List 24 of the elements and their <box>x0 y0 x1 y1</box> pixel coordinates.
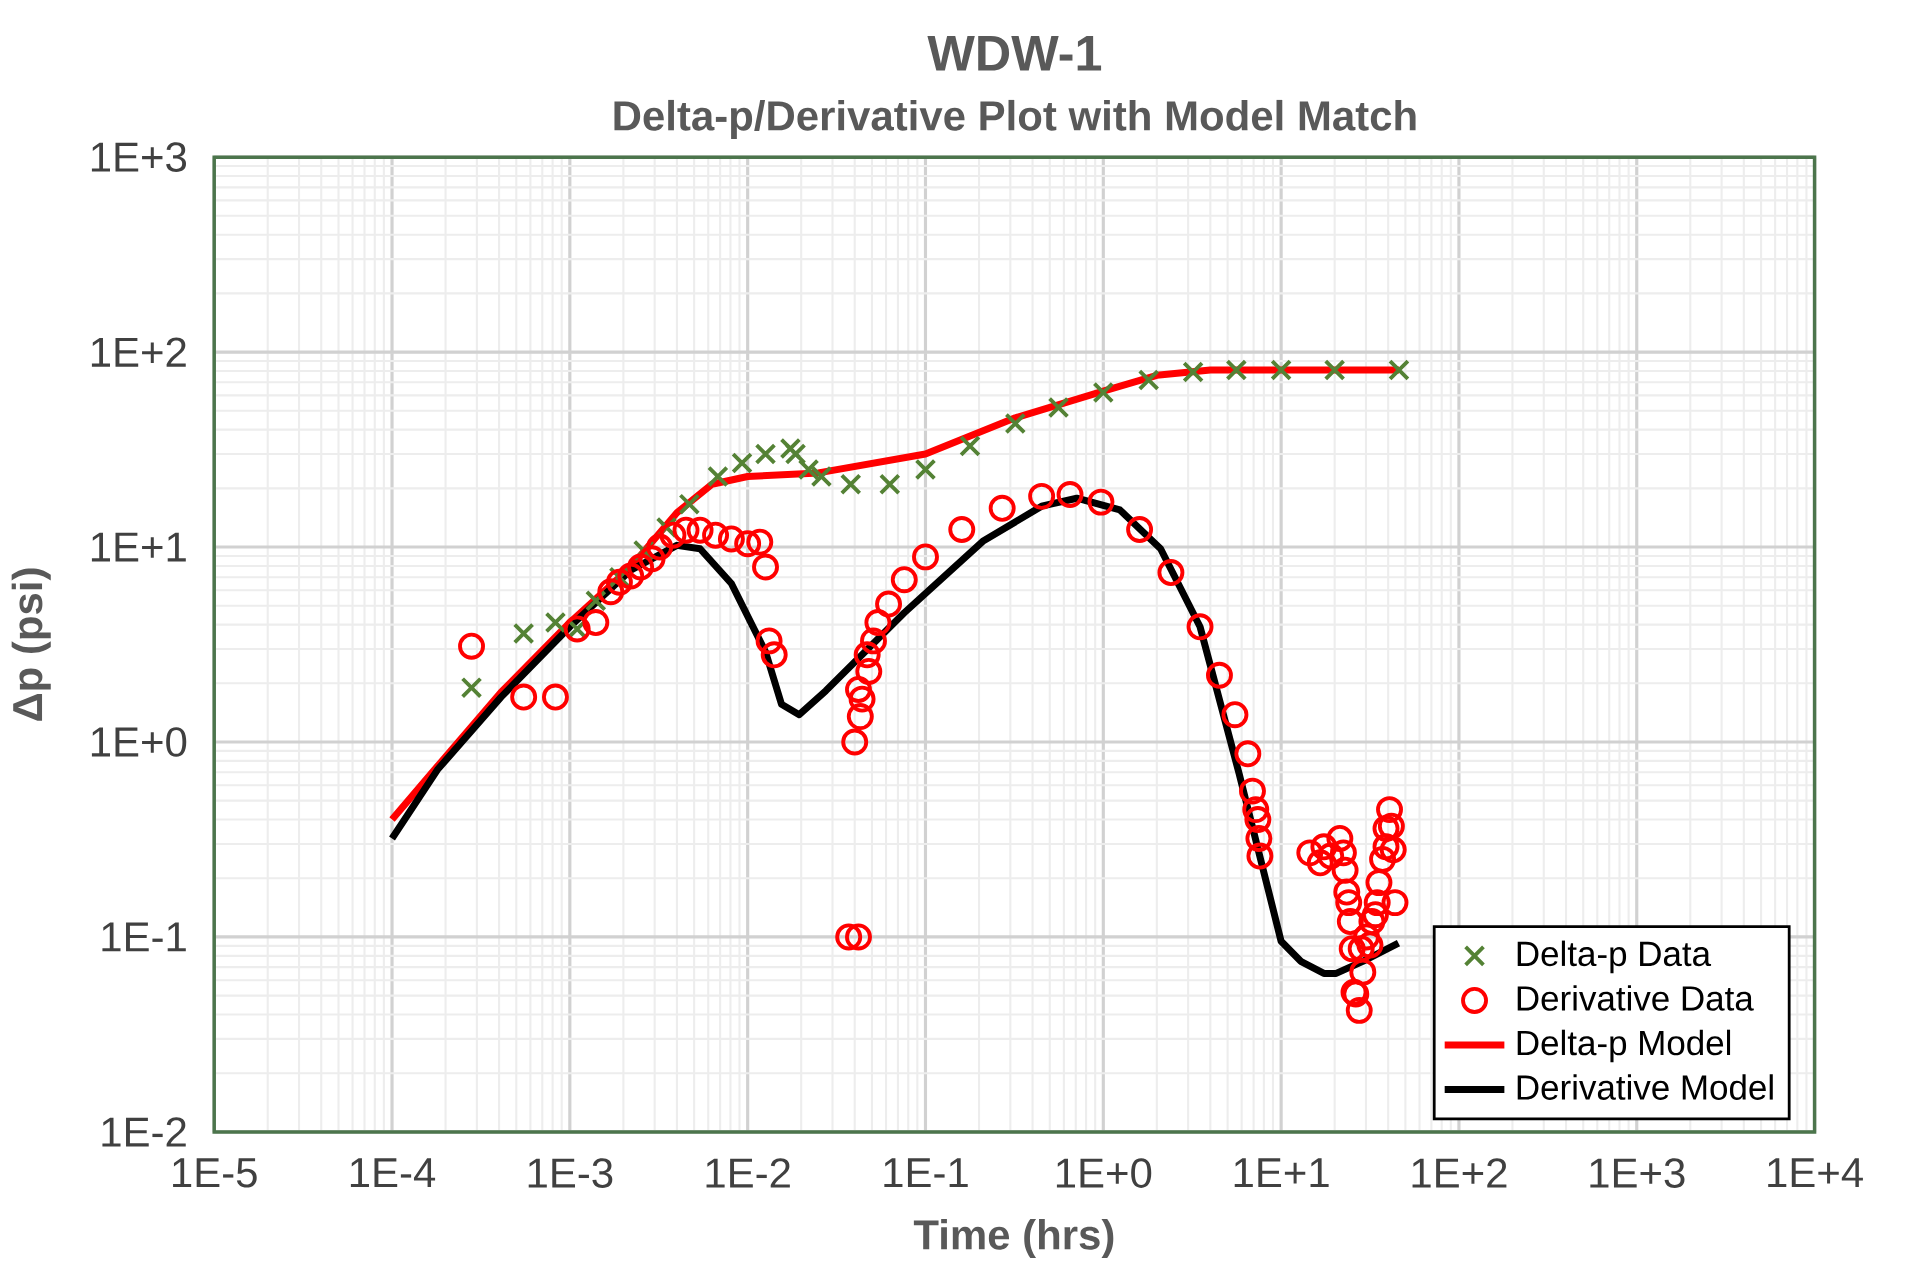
x-tick-label: 1E+0 <box>1056 1158 1152 1189</box>
x-tick-label: 1E+3 <box>1590 1158 1685 1189</box>
x-tick-label: 1E-3 <box>528 1158 613 1189</box>
legend-label: Delta-p Data <box>1517 940 1712 974</box>
y-tick-label: 1E+0 <box>91 727 187 757</box>
y-tick-label: 1E-2 <box>102 1117 186 1147</box>
x-tick-label: 1E-1 <box>884 1158 968 1188</box>
y-tick-label: 1E+3 <box>91 142 187 173</box>
legend-label: Delta-p Model <box>1517 1029 1731 1063</box>
x-tick-label: 1E-2 <box>706 1158 790 1188</box>
x-tick-label: 1E+2 <box>1412 1158 1507 1188</box>
x-tick-label: 1E+1 <box>1234 1158 1329 1188</box>
y-axis-title: Δp (psi) <box>11 568 51 721</box>
legend-label: Derivative Model <box>1517 1074 1773 1101</box>
x-tick-label: 1E-5 <box>173 1158 257 1188</box>
x-tick-label: 1E-4 <box>350 1158 436 1188</box>
chart-title: WDW-1 <box>927 36 1102 71</box>
x-axis-title: Time (hrs) <box>913 1219 1114 1259</box>
y-tick-label: 1E-1 <box>102 922 186 952</box>
y-tick-label: 1E+1 <box>91 532 186 562</box>
legend-label: Derivative Data <box>1517 985 1754 1011</box>
chart-subtitle: Delta-p/Derivative Plot with Model Match <box>614 100 1416 140</box>
x-tick-label: 1E+4 <box>1768 1158 1863 1188</box>
y-tick-label: 1E+2 <box>91 337 186 367</box>
